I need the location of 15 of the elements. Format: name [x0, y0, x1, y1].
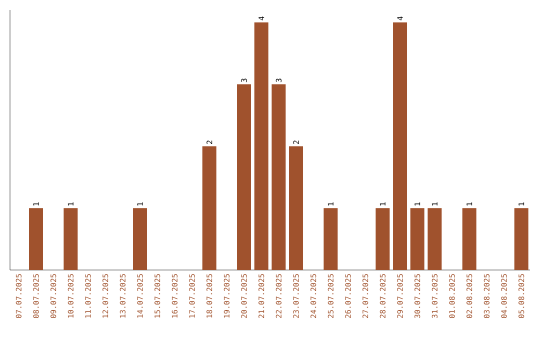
bar: [237, 84, 251, 270]
bar: [324, 208, 338, 270]
bar: [133, 208, 147, 270]
bar: [514, 208, 528, 270]
bar: [272, 84, 286, 270]
bar: [410, 208, 424, 270]
bar: [64, 208, 78, 270]
bar: [289, 146, 304, 270]
bar: [428, 208, 442, 270]
bar: [254, 22, 268, 270]
bar: [202, 146, 216, 270]
bar: [462, 208, 476, 270]
bar: [29, 208, 43, 270]
bar: [393, 22, 408, 270]
bar: [376, 208, 390, 270]
